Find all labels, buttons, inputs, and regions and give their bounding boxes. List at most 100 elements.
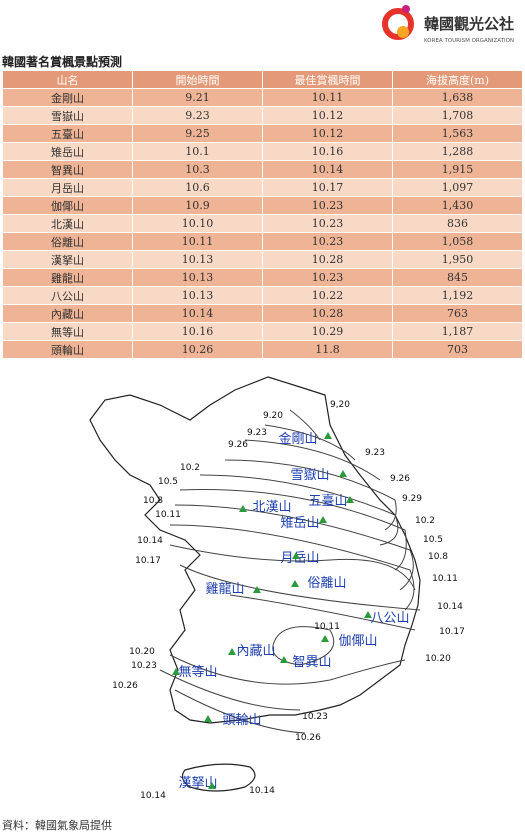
table-row: 伽倻山 10.9 10.23 1,430 <box>2 196 523 215</box>
contour-label: 10.14 <box>437 602 463 612</box>
table-cell: 1,097 <box>392 178 523 197</box>
contour-label: 10.2 <box>415 516 435 526</box>
table-row: 月岳山 10.6 10.17 1,097 <box>2 178 523 197</box>
mountain-marker <box>319 516 327 523</box>
table-cell: 伽倻山 <box>2 196 133 215</box>
table-row: 五臺山 9.25 10.12 1,563 <box>2 124 523 143</box>
contour-label: 9.29 <box>402 494 422 504</box>
table: 山名 開始時間 最佳賞楓時間 海拔高度(m) 金剛山 9.21 10.11 1,638 雪嶽山 9… <box>2 70 523 359</box>
table-row: 雞龍山 10.13 10.23 845 <box>2 268 523 287</box>
column-header: 最佳賞楓時間 <box>262 70 393 89</box>
table-row: 內藏山 10.14 10.28 763 <box>2 304 523 323</box>
contour-label: 9.23 <box>247 428 267 438</box>
contour-label: 10.26 <box>295 733 321 743</box>
contour-label: 10.17 <box>439 627 465 637</box>
table-cell: 漢拏山 <box>2 250 133 269</box>
table-cell: 頭輪山 <box>2 340 133 359</box>
table-cell: 雪嶽山 <box>2 106 133 125</box>
contour-label: 10.14 <box>140 791 166 801</box>
contour-label: 10.8 <box>143 496 163 506</box>
table-cell: 10.22 <box>262 286 393 305</box>
contour-label: 10.2 <box>180 463 200 473</box>
table-cell: 10.29 <box>262 322 393 341</box>
contour-label: 10.20 <box>425 654 451 664</box>
table-row: 雉岳山 10.1 10.16 1,288 <box>2 142 523 161</box>
table-cell: 1,708 <box>392 106 523 125</box>
mountain-label: 北漢山 <box>252 500 291 515</box>
header-row: 山名 開始時間 最佳賞楓時間 海拔高度(m) <box>2 70 523 89</box>
contour-label: 10.5 <box>423 535 443 545</box>
contour-label: 10.11 <box>155 510 181 520</box>
table-cell: 10.3 <box>132 160 263 179</box>
table-cell: 雞龍山 <box>2 268 133 287</box>
table-cell: 10.13 <box>132 286 263 305</box>
contour-label: 10.14 <box>249 786 275 796</box>
mountain-marker <box>204 715 212 722</box>
table-cell: 703 <box>392 340 523 359</box>
table-cell: 北漢山 <box>2 214 133 233</box>
mountain-label: 金剛山 <box>278 431 317 447</box>
logo-subtext: KOREA TOURISM ORGANIZATION <box>424 38 514 44</box>
mountain-label: 俗離山 <box>307 576 346 591</box>
mountain-marker <box>208 782 216 789</box>
contour-label: 10.11 <box>314 622 340 632</box>
contour-label: 9.20 <box>263 411 283 421</box>
table-cell: 1,058 <box>392 232 523 251</box>
mountain-marker <box>364 611 372 618</box>
table-cell: 俗離山 <box>2 232 133 251</box>
mountain-label: 伽倻山 <box>338 634 377 649</box>
table-cell: 1,563 <box>392 124 523 143</box>
table-row: 八公山 10.13 10.22 1,192 <box>2 286 523 305</box>
mountain-label: 頭輪山 <box>222 712 261 728</box>
mountain-label: 八公山 <box>370 611 409 626</box>
contour-lines <box>159 409 421 734</box>
logo-ring <box>382 8 414 40</box>
table-cell: 836 <box>392 214 523 233</box>
contour-label: 10.5 <box>158 477 178 487</box>
mountain-label: 智異山 <box>292 655 331 670</box>
table-row: 雪嶽山 9.23 10.12 1,708 <box>2 106 523 125</box>
contour-label: 10.23 <box>131 661 157 671</box>
table-cell: 10.13 <box>132 268 263 287</box>
title: 韓國著名賞楓景點預測 <box>2 55 123 69</box>
logo-dot <box>402 5 410 13</box>
table-cell: 五臺山 <box>2 124 133 143</box>
mountain-marker <box>321 635 329 642</box>
mountain-marker <box>324 432 332 439</box>
table-cell: 10.14 <box>132 304 263 323</box>
table-cell: 11.8 <box>262 340 393 359</box>
mountain-label: 內藏山 <box>236 644 275 659</box>
mountain-label: 雉岳山 <box>280 516 319 531</box>
table-cell: 845 <box>392 268 523 287</box>
table-row: 北漢山 10.10 10.23 836 <box>2 214 523 233</box>
table-cell: 10.23 <box>262 214 393 233</box>
table-cell: 10.10 <box>132 214 263 233</box>
mountain-marker <box>228 648 236 655</box>
table-row: 無等山 10.16 10.29 1,187 <box>2 322 523 341</box>
table-cell: 1,192 <box>392 286 523 305</box>
table-cell: 10.16 <box>262 142 393 161</box>
table-cell: 10.13 <box>132 250 263 269</box>
mountain-marker <box>172 668 180 675</box>
table-cell: 1,915 <box>392 160 523 179</box>
table-cell: 9.23 <box>132 106 263 125</box>
table-cell: 10.12 <box>262 106 393 125</box>
mountain-label: 雞龍山 <box>205 581 244 597</box>
table-cell: 10.11 <box>132 232 263 251</box>
source: 資料：韓國氣象局提供 <box>2 819 112 832</box>
mountain-marker <box>253 586 261 593</box>
table-cell: 1,288 <box>392 142 523 161</box>
table-cell: 金剛山 <box>2 88 133 107</box>
table-cell: 763 <box>392 304 523 323</box>
table-cell: 1,638 <box>392 88 523 107</box>
table-row: 漢拏山 10.13 10.28 1,950 <box>2 250 523 269</box>
contour-label: 9,20 <box>330 400 350 410</box>
mountain-label: 五臺山 <box>308 494 347 509</box>
table-cell: 10.6 <box>132 178 263 197</box>
table-cell: 10.17 <box>262 178 393 197</box>
table-cell: 10.28 <box>262 304 393 323</box>
contour-label: 9.23 <box>365 448 385 458</box>
